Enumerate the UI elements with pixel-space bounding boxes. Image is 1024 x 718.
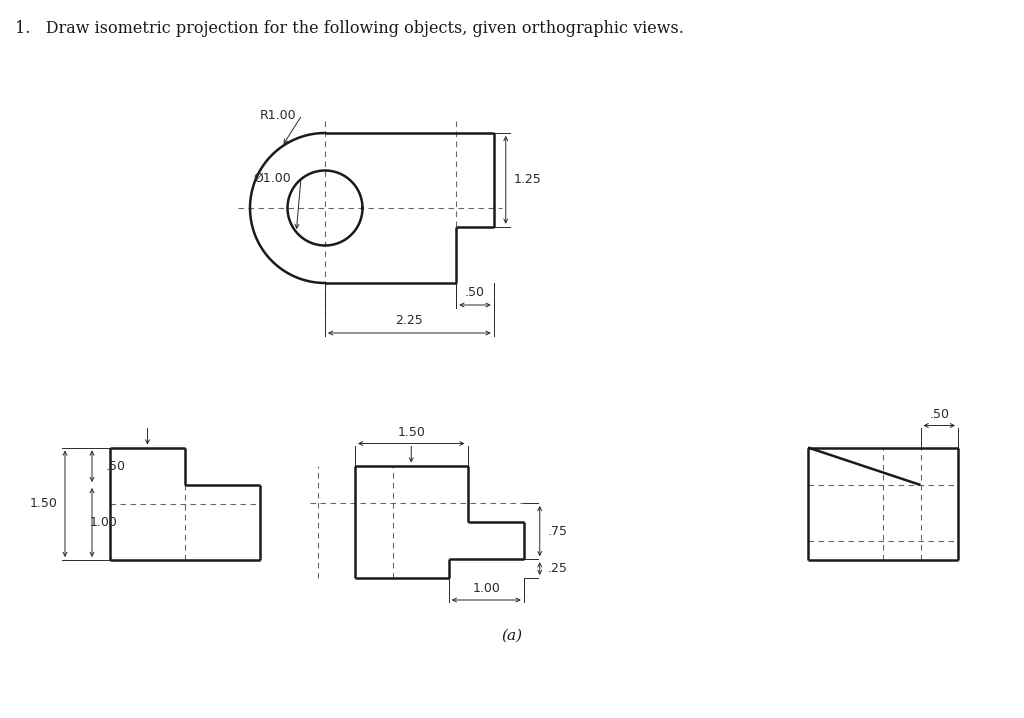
Text: .50: .50 [106, 460, 126, 472]
Text: 1.00: 1.00 [90, 516, 118, 529]
Text: .25: .25 [548, 562, 567, 575]
Text: .50: .50 [929, 408, 949, 421]
Text: 1.00: 1.00 [472, 582, 500, 595]
Text: 1.   Draw isometric projection for the following objects, given orthographic vie: 1. Draw isometric projection for the fol… [15, 20, 684, 37]
Text: (a): (a) [502, 629, 522, 643]
Text: 1.25: 1.25 [514, 173, 542, 187]
Text: Ø1.00: Ø1.00 [253, 172, 291, 185]
Text: 2.25: 2.25 [395, 314, 423, 327]
Text: .50: .50 [465, 286, 485, 299]
Text: 1.50: 1.50 [397, 426, 425, 439]
Text: .75: .75 [548, 525, 567, 538]
Text: R1.00: R1.00 [260, 108, 297, 121]
Text: 1.50: 1.50 [30, 498, 58, 510]
